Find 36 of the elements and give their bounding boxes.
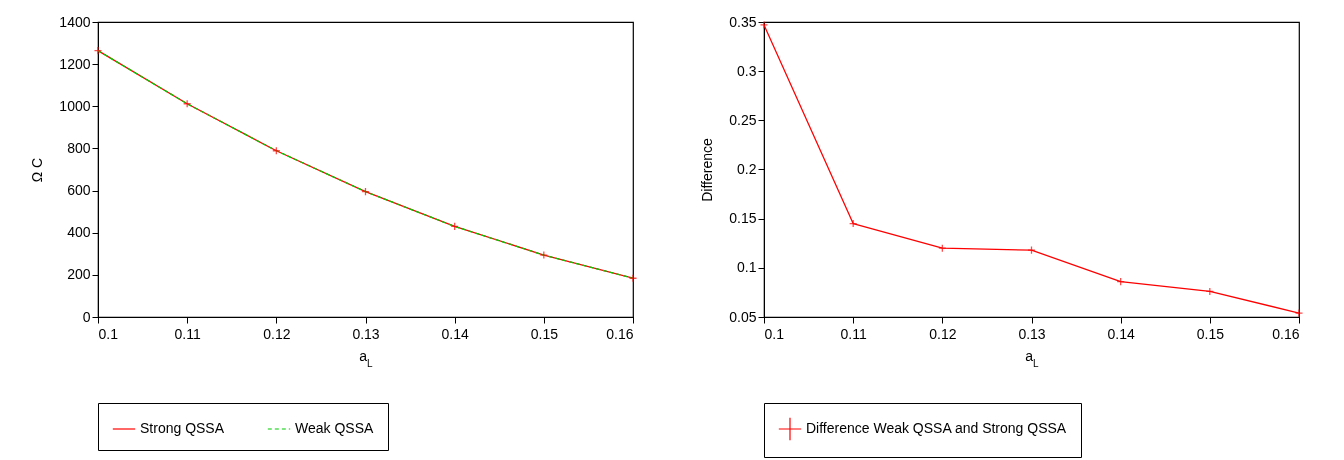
legend-label: Weak QSSA bbox=[295, 420, 374, 436]
x-tick-label: 0.14 bbox=[1107, 325, 1135, 342]
y-tick-label: 0.15 bbox=[729, 210, 757, 227]
x-tick-label: 0.1 bbox=[98, 325, 119, 342]
y-tick-label: 1200 bbox=[59, 55, 91, 72]
y-tick-label: 0.05 bbox=[729, 308, 757, 325]
x-axis-title: a$_{L}$ bbox=[1025, 347, 1040, 368]
y-tick-label: 1000 bbox=[59, 97, 91, 114]
x-tick-label: 0.16 bbox=[606, 325, 634, 342]
x-tick-label: 0.1 bbox=[764, 325, 785, 342]
x-tick-label: 0.14 bbox=[441, 325, 469, 342]
x-tick-label: 0.11 bbox=[174, 325, 201, 342]
y-tick-label: 0.25 bbox=[729, 111, 757, 128]
legend-label: Difference Weak QSSA and Strong QSSA bbox=[806, 420, 1067, 436]
y-tick-label: 0.35 bbox=[729, 13, 757, 30]
x-tick-label: 0.15 bbox=[1196, 325, 1225, 342]
y-tick-label: 0.3 bbox=[737, 62, 757, 79]
x-tick-label: 0.15 bbox=[530, 325, 559, 342]
x-tick-label: 0.16 bbox=[1272, 325, 1300, 342]
x-axis-title: a$_{L}$ bbox=[359, 347, 374, 368]
legend-label: Strong QSSA bbox=[140, 420, 225, 436]
y-tick-label: 200 bbox=[67, 266, 91, 283]
y-axis-title: Difference bbox=[699, 138, 716, 202]
x-tick-label: 0.12 bbox=[929, 325, 957, 342]
y-tick-label: 1400 bbox=[59, 13, 91, 30]
y-tick-label: 0.1 bbox=[737, 259, 757, 276]
y-axis-title: Ω C bbox=[29, 157, 46, 183]
y-tick-label: 600 bbox=[67, 182, 91, 199]
y-tick-label: 0 bbox=[82, 308, 91, 325]
x-tick-label: 0.11 bbox=[840, 325, 867, 342]
x-tick-label: 0.12 bbox=[263, 325, 291, 342]
x-tick-label: 0.13 bbox=[1018, 325, 1046, 342]
y-tick-label: 800 bbox=[67, 139, 91, 156]
y-tick-label: 0.2 bbox=[737, 161, 757, 177]
y-tick-label: 400 bbox=[67, 224, 91, 241]
x-tick-label: 0.13 bbox=[352, 325, 380, 342]
